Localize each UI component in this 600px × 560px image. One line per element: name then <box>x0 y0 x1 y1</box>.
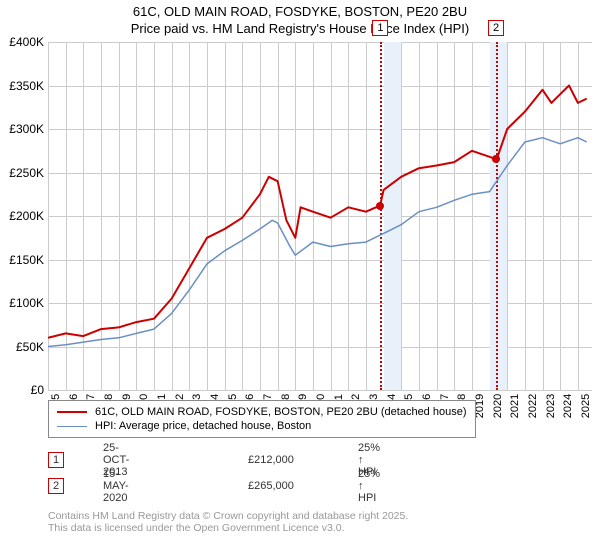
event-marker-label: 2 <box>488 20 504 36</box>
event-marker-label: 1 <box>372 20 388 36</box>
ytick-label: £400K <box>9 35 48 49</box>
chart-plot-area: £0£50K£100K£150K£200K£250K£300K£350K£400… <box>48 42 592 390</box>
ytick-label: £250K <box>9 166 48 180</box>
xtick-label: 2025 <box>578 394 592 418</box>
marker-date: 15-MAY-2020 <box>103 468 129 504</box>
marker-number-box: 1 <box>48 452 64 468</box>
chart-title: 61C, OLD MAIN ROAD, FOSDYKE, BOSTON, PE2… <box>0 0 600 38</box>
footer-line2: This data is licensed under the Open Gov… <box>48 522 408 534</box>
gridline-h <box>48 390 592 391</box>
xtick-label: 2023 <box>543 394 557 418</box>
legend-item: HPI: Average price, detached house, Bost… <box>57 419 467 433</box>
legend: 61C, OLD MAIN ROAD, FOSDYKE, BOSTON, PE2… <box>48 400 476 438</box>
series-svg <box>48 42 592 390</box>
legend-item: 61C, OLD MAIN ROAD, FOSDYKE, BOSTON, PE2… <box>57 405 467 419</box>
ytick-label: £50K <box>16 340 48 354</box>
legend-label: HPI: Average price, detached house, Bost… <box>95 420 311 432</box>
marker-price: £212,000 <box>248 454 294 466</box>
xtick-label: 2021 <box>507 394 521 418</box>
legend-swatch <box>57 426 87 427</box>
ytick-label: £0 <box>31 383 48 397</box>
xtick-label: 2022 <box>525 394 539 418</box>
ytick-label: £200K <box>9 209 48 223</box>
sale-point-marker <box>376 202 384 210</box>
footer-attribution: Contains HM Land Registry data © Crown c… <box>48 510 408 534</box>
ytick-label: £150K <box>9 253 48 267</box>
legend-label: 61C, OLD MAIN ROAD, FOSDYKE, BOSTON, PE2… <box>95 406 467 418</box>
marker-delta: 25% ↑ HPI <box>358 468 380 504</box>
footer-line1: Contains HM Land Registry data © Crown c… <box>48 510 408 522</box>
series-hpi <box>48 138 587 347</box>
marker-price: £265,000 <box>248 480 294 492</box>
series-price_paid <box>48 86 587 338</box>
marker-number-box: 2 <box>48 478 64 494</box>
ytick-label: £300K <box>9 122 48 136</box>
title-line2: Price paid vs. HM Land Registry's House … <box>0 21 600 38</box>
legend-swatch <box>57 411 87 413</box>
xtick-label: 2024 <box>560 394 574 418</box>
xtick-label: 2020 <box>490 394 504 418</box>
ytick-label: £100K <box>9 296 48 310</box>
sale-point-marker <box>492 155 500 163</box>
title-line1: 61C, OLD MAIN ROAD, FOSDYKE, BOSTON, PE2… <box>0 4 600 21</box>
ytick-label: £350K <box>9 79 48 93</box>
